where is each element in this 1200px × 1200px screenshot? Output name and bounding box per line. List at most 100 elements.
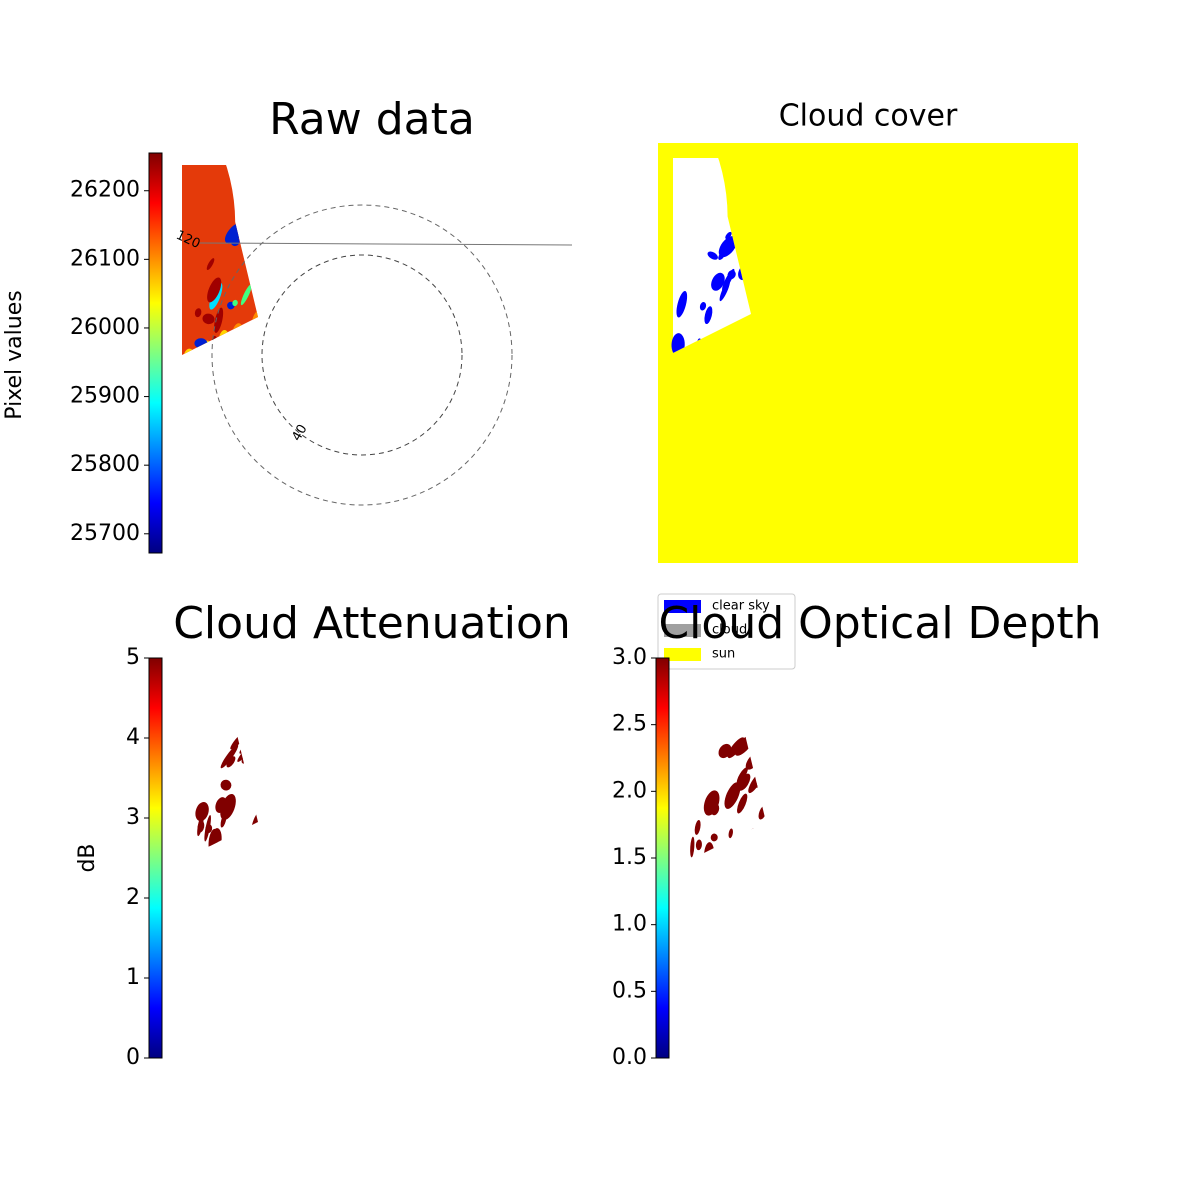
image-blob bbox=[320, 375, 334, 390]
image-blob bbox=[318, 883, 331, 896]
image-blob bbox=[718, 236, 737, 258]
colorbar-tick-label: 2 bbox=[126, 885, 140, 910]
image-blob bbox=[487, 444, 509, 468]
image-blob bbox=[508, 799, 518, 811]
image-blob bbox=[512, 251, 531, 275]
colorbar-tick-label: 0 bbox=[126, 1045, 140, 1070]
image-blob bbox=[204, 422, 225, 449]
image-blob bbox=[250, 1003, 272, 1022]
image-blob bbox=[912, 813, 922, 822]
image-blob bbox=[361, 735, 386, 741]
image-blob bbox=[725, 231, 732, 240]
image-blob bbox=[226, 756, 236, 768]
image-blob bbox=[421, 989, 430, 998]
image-blob bbox=[738, 773, 751, 791]
colorbar-label: Pixel values bbox=[2, 290, 27, 419]
image-blob bbox=[474, 780, 488, 797]
image-blob bbox=[843, 868, 869, 895]
image-blob bbox=[439, 862, 448, 884]
image-blob bbox=[271, 776, 292, 798]
image-blob bbox=[232, 299, 238, 307]
image-blob bbox=[227, 923, 252, 953]
image-blob bbox=[833, 925, 857, 942]
image-blob bbox=[314, 194, 335, 205]
image-blob bbox=[441, 358, 457, 384]
image-blob bbox=[1026, 901, 1042, 914]
image-blob bbox=[468, 459, 491, 481]
image-blob bbox=[939, 738, 956, 754]
image-blob bbox=[801, 725, 820, 741]
colorbar-tick-label: 5 bbox=[126, 645, 140, 670]
image-blob bbox=[311, 394, 334, 417]
image-blob bbox=[237, 946, 259, 971]
image-blob bbox=[354, 701, 373, 706]
image-blob bbox=[475, 969, 484, 978]
image-blob bbox=[376, 1038, 383, 1044]
image-blob bbox=[853, 909, 877, 926]
image-blob bbox=[365, 295, 378, 303]
image-blob bbox=[292, 298, 316, 327]
image-blob bbox=[685, 865, 699, 888]
image-blob bbox=[1023, 917, 1039, 937]
image-blob bbox=[403, 1032, 416, 1041]
image-blob bbox=[317, 771, 348, 796]
image-blob bbox=[308, 817, 321, 832]
image-blob bbox=[538, 305, 556, 333]
polar-ring bbox=[211, 204, 513, 506]
image-blob bbox=[519, 403, 534, 421]
image-blob bbox=[1051, 831, 1066, 849]
image-blob bbox=[312, 782, 339, 803]
image-blob bbox=[967, 894, 980, 907]
image bbox=[179, 165, 556, 483]
center-mask bbox=[357, 340, 385, 368]
image-blob bbox=[242, 720, 251, 729]
image-blob bbox=[866, 768, 877, 778]
image-blob bbox=[376, 241, 393, 256]
image-blob bbox=[710, 833, 718, 842]
image-blob bbox=[274, 313, 286, 329]
image-blob bbox=[822, 681, 850, 695]
image-blob bbox=[305, 697, 324, 714]
image-blob bbox=[423, 361, 429, 370]
image-blob bbox=[804, 701, 816, 717]
image-blob bbox=[942, 846, 953, 868]
image-blob bbox=[789, 787, 807, 807]
image-blob bbox=[817, 681, 848, 699]
image-blob bbox=[724, 782, 741, 809]
image-blob bbox=[903, 757, 924, 774]
image-blob bbox=[327, 466, 343, 483]
image-blob bbox=[409, 718, 441, 741]
image-blob bbox=[418, 674, 428, 684]
image-blob bbox=[807, 834, 820, 860]
image-blob bbox=[491, 733, 507, 749]
image-blob bbox=[882, 1024, 897, 1036]
image-blob bbox=[357, 774, 364, 780]
image-blob bbox=[783, 899, 796, 914]
colorbar-tick-label: 25800 bbox=[70, 452, 140, 477]
image-blob bbox=[764, 774, 766, 794]
colorbar bbox=[148, 152, 163, 554]
image-blob bbox=[783, 872, 789, 882]
image-blob bbox=[752, 996, 782, 1023]
image-blob bbox=[243, 857, 253, 866]
image-blob bbox=[264, 948, 284, 968]
image-blob bbox=[816, 820, 829, 831]
image-blob bbox=[950, 797, 963, 810]
image-blob bbox=[303, 204, 326, 224]
image-blob bbox=[733, 941, 753, 964]
image-blob bbox=[1010, 781, 1033, 810]
image-blob bbox=[403, 675, 428, 687]
image-blob bbox=[1036, 853, 1050, 875]
image-blob bbox=[373, 932, 391, 945]
image-blob bbox=[878, 896, 891, 908]
image-blob bbox=[529, 276, 546, 305]
image-blob bbox=[264, 935, 284, 956]
image-blob bbox=[878, 787, 907, 803]
image-blob bbox=[422, 963, 435, 974]
image-blob bbox=[965, 955, 976, 966]
image-blob bbox=[721, 901, 735, 913]
image-blob bbox=[487, 811, 503, 833]
image-blob bbox=[438, 303, 453, 324]
image-blob bbox=[413, 295, 434, 317]
image-blob bbox=[956, 992, 973, 1008]
